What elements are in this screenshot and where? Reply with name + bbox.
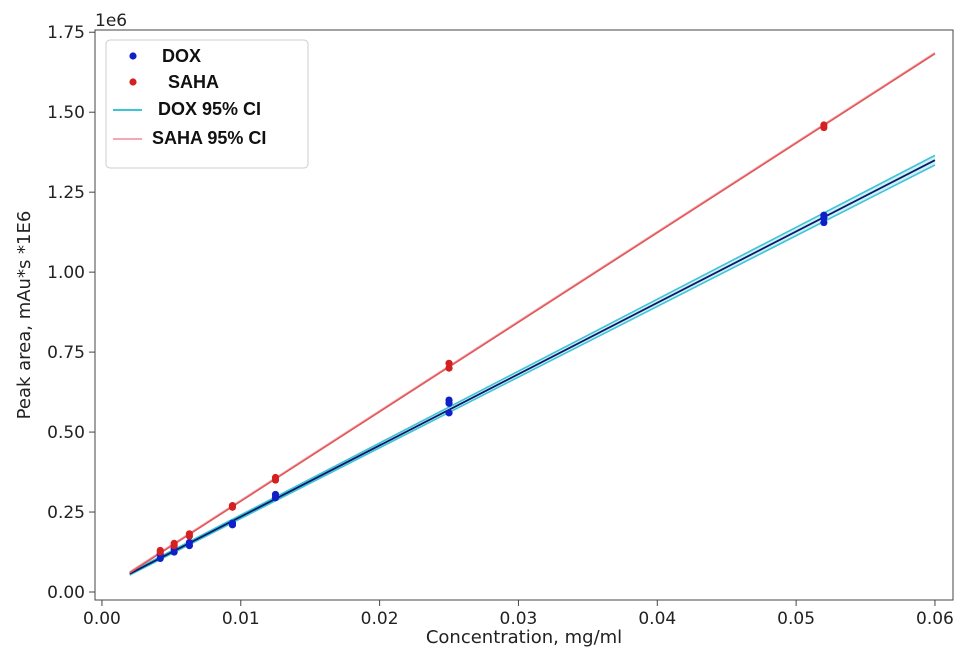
dox-point-9 <box>271 490 280 499</box>
saha-point-5 <box>185 530 194 538</box>
y-offset-label: 1e6 <box>95 11 127 31</box>
legend-dox-95-ci-label: DOX 95% CI <box>158 99 261 119</box>
dox-point-15 <box>820 211 828 219</box>
plot-frame <box>94 29 954 601</box>
legend-box <box>105 39 309 169</box>
y-tick-label-0: 0.00 <box>47 583 85 603</box>
legend-dox-label: DOX <box>162 46 201 66</box>
y-tick-label-6: 1.50 <box>47 103 85 123</box>
legend-saha-label: SAHA <box>168 72 219 92</box>
saha-95-ci-line <box>129 52 936 573</box>
legend-saha-marker <box>129 78 137 86</box>
dox-point-5 <box>185 538 194 547</box>
x-tick-label-3: 0.03 <box>500 609 538 629</box>
x-tick-label-6: 0.06 <box>916 609 954 629</box>
dox-ci-lower-line <box>129 164 936 576</box>
x-tick-label-1: 0.01 <box>222 609 260 629</box>
legend-dox-marker <box>129 52 137 60</box>
x-tick-label-0: 0.00 <box>83 609 121 629</box>
dox-point-7 <box>228 519 237 527</box>
x-tick-label-4: 0.04 <box>638 609 676 629</box>
saha-point-13 <box>820 121 828 129</box>
y-tick-label-2: 0.50 <box>47 423 85 443</box>
x-tick-label-2: 0.02 <box>361 609 399 629</box>
saha-fit-line <box>129 52 936 574</box>
dox-point-12 <box>445 396 453 404</box>
y-tick-label-5: 1.25 <box>47 183 85 203</box>
y-tick-label-4: 1.00 <box>47 263 85 283</box>
saha-point-3 <box>170 539 178 547</box>
saha-point-11 <box>445 359 453 367</box>
dox-ci-upper-line <box>129 154 936 574</box>
saha-point-9 <box>271 473 280 482</box>
y-tick-label-1: 0.25 <box>47 503 85 523</box>
plot-area <box>129 52 936 576</box>
y-axis-label: Peak area, mAu*s *1E6 <box>14 211 35 420</box>
dox-point-10 <box>445 409 453 417</box>
x-tick-label-5: 0.05 <box>777 609 815 629</box>
legend: DOX SAHA DOX 95% CI SAHA 95% CI <box>105 39 309 169</box>
axes: 0.00 0.01 0.02 0.03 0.04 0.05 0.06 0.00 0.25 0.50… <box>47 23 954 629</box>
legend-saha-95-ci-label: SAHA 95% CI <box>152 128 266 148</box>
x-axis-label: Concentration, mg/ml <box>426 627 622 647</box>
saha-point-7 <box>228 502 237 510</box>
dox-fit-line <box>129 159 936 575</box>
y-tick-label-7: 1.75 <box>47 23 85 43</box>
y-tick-label-3: 0.75 <box>47 343 85 363</box>
saha-point-1 <box>156 546 164 555</box>
